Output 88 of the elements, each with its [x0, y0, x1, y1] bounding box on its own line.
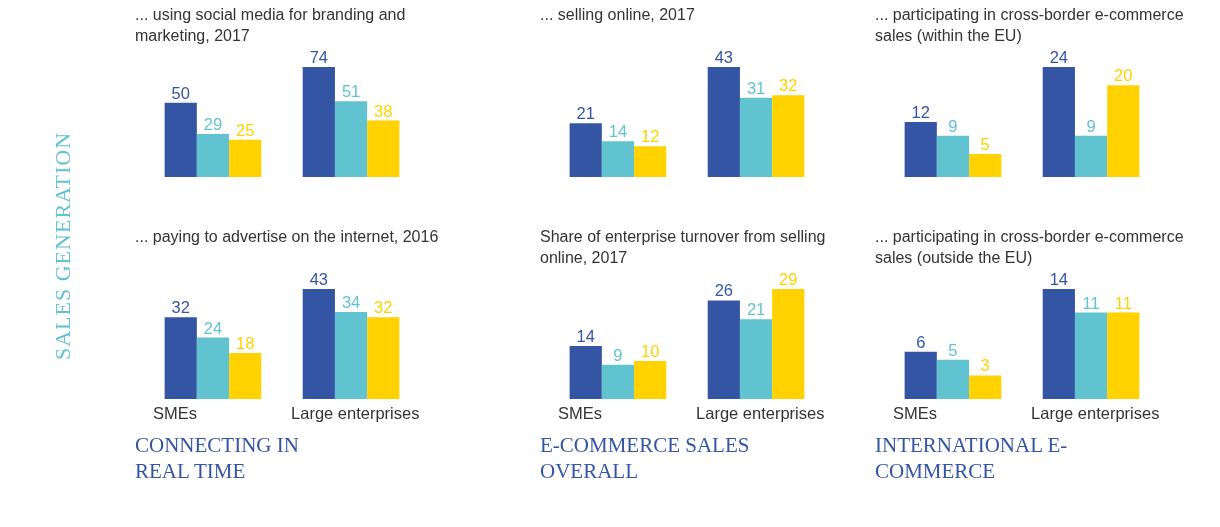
data-label: 74 [309, 48, 329, 66]
data-label: 32 [171, 298, 190, 317]
bar [196, 133, 230, 177]
data-label: 9 [613, 345, 623, 364]
bar [334, 312, 368, 399]
data-label: 31 [746, 78, 766, 97]
text: SALES GENERATION [50, 131, 76, 360]
data-label: 20 [1114, 66, 1133, 85]
bar [367, 317, 400, 399]
chart-title: ... participating in cross-border e-commerce sales (within the EU) [875, 5, 1185, 46]
data-label: 14 [608, 122, 628, 141]
data-label: 9 [948, 116, 958, 135]
bar [904, 122, 937, 177]
bar [707, 300, 740, 399]
data-label: 11 [1082, 293, 1100, 312]
data-label: 29 [203, 114, 223, 133]
chart-title: ... participating in cross-border e-commerce sales (outside the EU) [875, 227, 1185, 268]
bar [904, 351, 937, 399]
bar [1107, 312, 1140, 399]
text: E-COMMERCE SALES OVERALL [540, 432, 750, 484]
data-label: 10 [640, 342, 660, 361]
data-label: 24 [1049, 48, 1069, 66]
data-label: 32 [779, 76, 798, 95]
bar [1107, 85, 1140, 177]
bar [302, 289, 335, 399]
bar [229, 139, 262, 177]
bar [164, 317, 197, 399]
bar [334, 101, 368, 177]
bar [634, 361, 667, 399]
x-tick-label: SMEs [892, 403, 937, 422]
bar [1042, 289, 1075, 399]
bar [1074, 312, 1108, 399]
bar [601, 364, 635, 399]
data-label: 51 [341, 82, 361, 101]
bar [772, 95, 805, 177]
data-label: 26 [714, 281, 734, 300]
bar [634, 146, 667, 177]
chart-title: Share of enterprise turnover from selling online, 2017 [540, 227, 827, 268]
x-tick-label: Large enterprises [291, 403, 420, 422]
bar [969, 375, 1002, 399]
x-tick-label: Large enterprises [696, 403, 825, 422]
data-label: 50 [171, 83, 190, 102]
data-label: 5 [948, 340, 958, 359]
bar [739, 319, 773, 399]
bar [772, 289, 805, 399]
data-label: 32 [374, 298, 393, 317]
bar [707, 67, 740, 177]
chart-title: ... paying to advertise on the internet, 2016 [135, 227, 440, 247]
bar [302, 67, 335, 177]
data-label: 25 [235, 120, 255, 139]
data-label: 24 [203, 318, 223, 337]
bar [569, 345, 602, 399]
bar [601, 141, 635, 177]
chart-title: ... using social media for branding and marketing, 2017 [135, 5, 407, 46]
data-label: 3 [980, 356, 990, 375]
text: CONNECTING IN REAL TIME [135, 432, 300, 484]
data-label: 12 [640, 127, 660, 146]
bar [1074, 135, 1108, 177]
x-tick-label: SMEs [152, 403, 197, 422]
x-tick-label: SMEs [557, 403, 602, 422]
data-label: 12 [911, 103, 930, 121]
bar [569, 123, 602, 177]
data-label: 43 [309, 270, 329, 288]
bar [739, 97, 773, 177]
data-label: 34 [341, 293, 361, 312]
bar [164, 102, 197, 177]
bar [936, 135, 970, 177]
bar [196, 337, 230, 399]
bar [936, 359, 970, 399]
data-label: 29 [779, 270, 798, 288]
data-label: 18 [235, 333, 255, 352]
data-label: 6 [916, 332, 926, 351]
bar [367, 120, 400, 177]
data-label: 5 [980, 135, 990, 154]
data-label: 38 [374, 101, 393, 120]
data-label: 14 [576, 326, 595, 345]
data-label: 21 [746, 300, 766, 319]
data-label: 11 [1114, 293, 1132, 312]
chart-title: ... selling online, 2017 [540, 5, 696, 25]
data-label: 21 [576, 104, 595, 123]
data-label: 43 [714, 48, 734, 66]
data-label: 14 [1049, 270, 1069, 288]
x-tick-label: Large enterprises [1031, 403, 1160, 422]
text: INTERNATIONAL E-COMMERCE [875, 432, 1069, 484]
data-label: 9 [1086, 116, 1096, 135]
bar [969, 154, 1002, 177]
bar [229, 352, 262, 399]
bar [1042, 67, 1075, 177]
